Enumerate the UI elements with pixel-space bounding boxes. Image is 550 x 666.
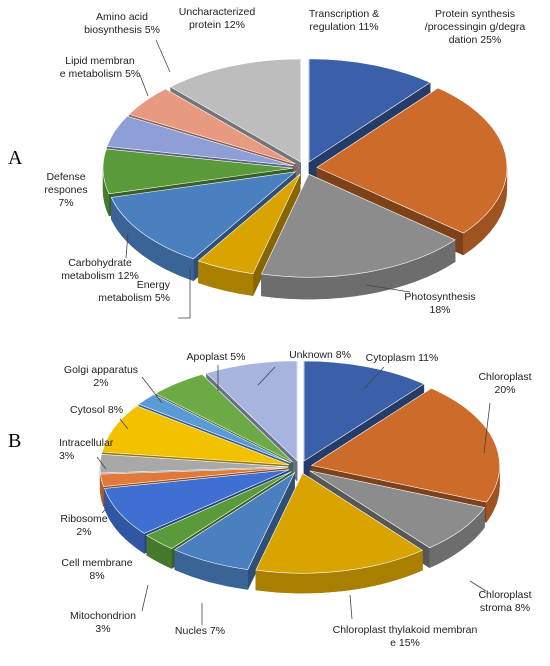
leader-line-b-7 [101, 506, 109, 514]
leader-line-b-5 [141, 584, 149, 612]
pie-chart-a-svg: Transcription & regulation 11% Protein syn… [44, 6, 526, 319]
slice-label-a-4: Carbohydrate metabolism 12% [61, 257, 139, 282]
slice-label-a-6: Lipid membran e metabolism 5% [60, 55, 141, 80]
leader-line-a-6 [139, 74, 149, 97]
leader-line-b-0 [363, 366, 385, 390]
slice-label-a-7: Amino acid biosynthesis 5% [84, 11, 160, 36]
panel-letter-a: A [8, 147, 23, 169]
slice-label-a-8: Uncharacterized protein 12% [179, 6, 256, 31]
slice-label-b-5: Mitochondrion 3% [70, 610, 136, 635]
slice-label-b-10: Golgi apparatus 2% [64, 364, 138, 389]
leader-line-b-3 [349, 594, 353, 620]
leader-line-a-4 [125, 232, 129, 259]
leader-line-b-10 [141, 376, 163, 404]
slice-label-b-6: Cell membrane 8% [61, 557, 132, 582]
slice-label-b-9: Cytosol 8% [70, 404, 123, 416]
leader-line-b-1 [483, 402, 491, 454]
leader-line-b-2 [469, 580, 487, 592]
leader-line-a-7 [155, 39, 171, 73]
leader-line-a-3 [178, 268, 191, 319]
pie-chart-b: B Cytoplasm 11% Chloroplast 20% Chloroplast… [0, 333, 550, 666]
slice-label-b-4: Nucles 7% [175, 625, 225, 637]
slice-label-b-8: Intracellular 3% [59, 437, 114, 462]
pie-slice-a-2 [261, 173, 456, 300]
slice-label-b-11: Apoplast 5% [187, 351, 246, 363]
slice-label-a-3: Energy metabolism 5% [98, 279, 171, 304]
leader-line-b-12 [257, 366, 276, 386]
leader-line-b-9 [119, 418, 129, 430]
pie-slice-a-3 [197, 173, 301, 297]
slice-label-b-1: Chloroplast 20% [478, 371, 531, 396]
leader-line-b-8 [96, 456, 107, 470]
slice-label-a-0: Transcription & regulation 11% [309, 8, 379, 33]
pie-slice-b-3 [255, 472, 424, 594]
slice-label-b-0: Cytoplasm 11% [366, 352, 439, 364]
pie-chart-b-svg: Cytoplasm 11% Chloroplast 20% Chloroplast st… [59, 349, 532, 649]
panel-letter-b: B [8, 430, 22, 452]
slice-label-b-12: Unknown 8% [289, 349, 351, 361]
leader-line-a-2 [365, 284, 411, 293]
pie-slice-b-4 [174, 471, 296, 590]
slice-label-a-2: Photosynthesis 18% [404, 291, 475, 316]
pie-chart-a: A Transcription & regulation 11% Protein s… [8, 6, 526, 319]
slice-label-b-2: Chloroplast stroma 8% [478, 589, 531, 614]
slice-label-b-7: Ribosome 2% [60, 513, 107, 538]
slice-label-b-3: Chloroplast thylakoid membran e 15% [333, 624, 478, 649]
slice-label-a-5: Defense respones 7% [44, 171, 87, 209]
slice-label-a-1: Protein synthesis/processingin g/degra da… [425, 8, 526, 46]
